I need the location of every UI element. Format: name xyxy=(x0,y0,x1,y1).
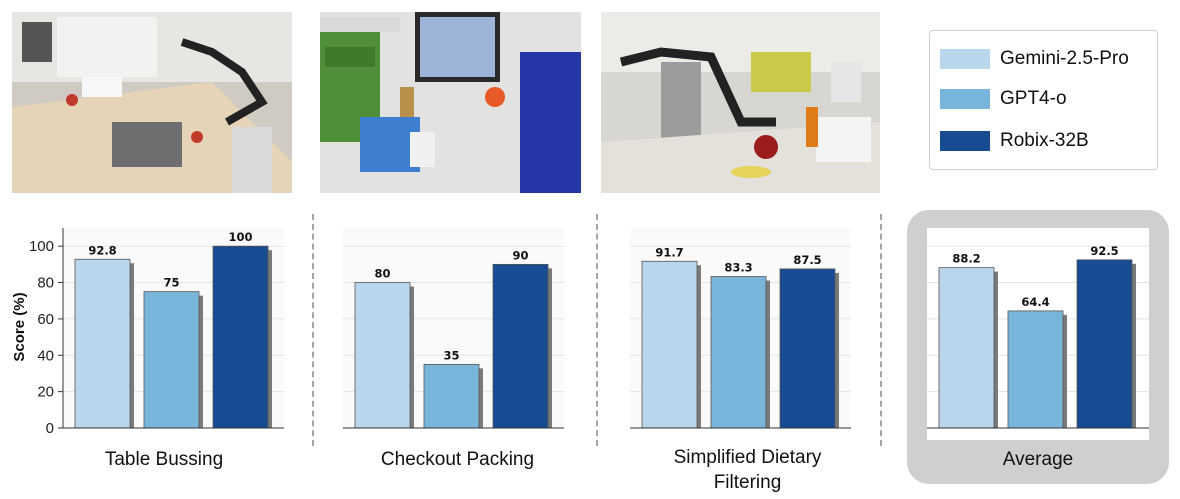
bar xyxy=(938,267,995,429)
bar xyxy=(354,282,411,429)
data-label: 75 xyxy=(163,276,179,290)
bar xyxy=(1007,310,1064,429)
data-label: 92.5 xyxy=(1090,244,1118,258)
y-tick-label: 60 xyxy=(37,311,54,328)
data-label: 35 xyxy=(443,348,459,362)
bar xyxy=(710,276,767,429)
legend-swatch xyxy=(940,89,990,109)
panel-title-dietary-line1: Simplified Dietary xyxy=(673,447,822,468)
panel-title-average: Average xyxy=(1002,449,1074,470)
legend-label: GPT4-o xyxy=(1000,88,1067,109)
divider xyxy=(596,214,598,446)
bar xyxy=(1076,259,1133,429)
panel-title-table-bussing: Table Bussing xyxy=(104,449,224,470)
divider xyxy=(880,214,882,446)
bar xyxy=(74,258,131,429)
legend-item-gemini: Gemini-2.5-Pro xyxy=(940,48,1129,70)
bar xyxy=(212,245,269,429)
data-label: 92.8 xyxy=(88,243,116,257)
bar xyxy=(779,268,836,429)
legend-item-robix: Robix-32B xyxy=(940,130,1089,152)
y-tick-label: 20 xyxy=(37,384,54,401)
data-label: 88.2 xyxy=(952,252,980,266)
data-label: 83.3 xyxy=(724,261,752,275)
panel-title-checkout-packing: Checkout Packing xyxy=(380,449,535,470)
legend-label: Gemini-2.5-Pro xyxy=(1000,48,1129,69)
legend-swatch xyxy=(940,49,990,69)
checkout-packing-photo xyxy=(320,12,581,193)
legend: Gemini-2.5-Pro GPT4-o Robix-32B xyxy=(929,30,1158,170)
legend-item-gpt4o: GPT4-o xyxy=(940,88,1067,110)
legend-label: Robix-32B xyxy=(1000,130,1089,151)
data-label: 91.7 xyxy=(655,245,683,259)
data-label: 87.5 xyxy=(793,253,821,267)
bar xyxy=(641,260,698,429)
legend-swatch xyxy=(940,131,990,151)
data-label: 100 xyxy=(228,230,252,244)
y-axis-label: Score (%) xyxy=(11,292,28,361)
y-tick-label: 0 xyxy=(46,420,54,437)
y-tick-label: 100 xyxy=(29,238,54,255)
bar xyxy=(143,291,200,429)
bar xyxy=(423,363,480,429)
data-label: 64.4 xyxy=(1021,295,1049,309)
panel-title-dietary-line2: Filtering xyxy=(713,472,782,493)
data-label: 80 xyxy=(374,267,390,281)
y-tick-label: 80 xyxy=(37,275,54,292)
table-bussing-photo xyxy=(12,12,292,193)
y-tick-label: 40 xyxy=(37,347,54,364)
bar xyxy=(492,263,549,429)
data-label: 90 xyxy=(512,248,528,262)
dietary-filtering-photo xyxy=(601,12,880,193)
divider xyxy=(312,214,314,446)
